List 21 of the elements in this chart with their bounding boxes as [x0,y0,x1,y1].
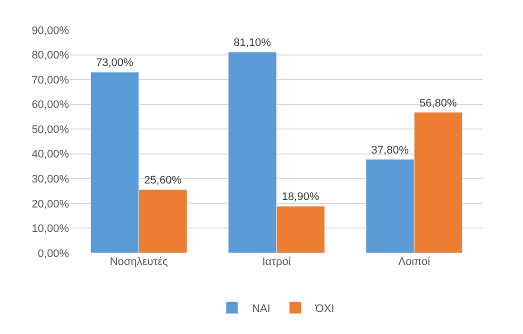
legend-label: ΝΑΙ [252,302,270,315]
y-tick-label: 10,00% [32,223,70,236]
legend-label: ΌΧΙ [314,302,334,315]
y-tick-label: 40,00% [32,148,70,161]
data-label: 56,80% [419,97,458,110]
y-tick-label: 80,00% [32,50,70,62]
x-tick-label: Ιατροί [262,256,292,268]
x-tick-label: Νοσηλευτές [110,256,168,268]
y-tick-label: 20,00% [32,198,70,210]
y-tick-label: 90,00% [32,24,70,37]
y-tick-label: 50,00% [32,124,70,136]
data-label: 18,90% [282,191,320,204]
y-tick-label: 60,00% [32,99,70,112]
data-label: 25,60% [144,174,182,187]
y-tick-label: 70,00% [32,74,70,86]
y-tick-label: 0,00% [38,248,70,260]
x-tick-label: Λοιποί [398,256,431,268]
y-tick-label: 30,00% [32,174,70,186]
data-label: 81,10% [234,37,272,50]
data-label: 73,00% [96,57,134,70]
data-label: 37,80% [371,144,409,156]
